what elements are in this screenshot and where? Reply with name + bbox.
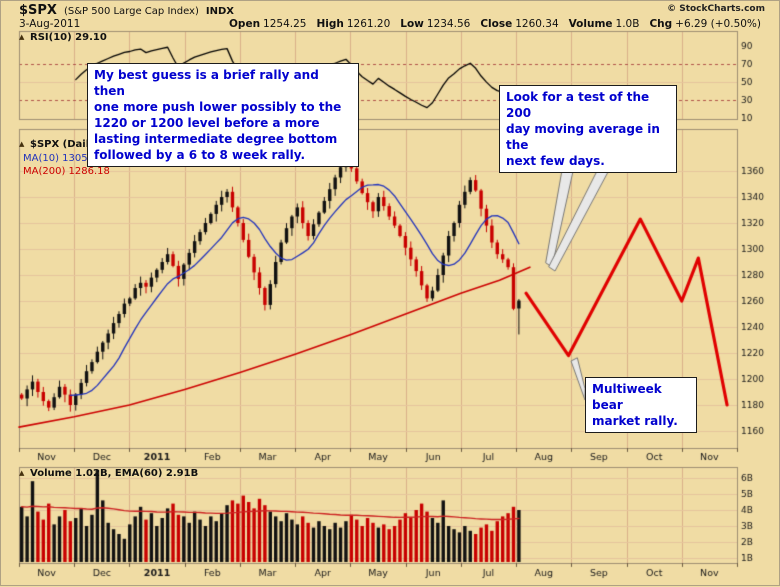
high-value: 1261.20 [346,18,391,30]
close-value: 1260.34 [515,18,559,30]
quote-row: Open 1254.25 High 1261.20 Low 1234.56 Close… [229,18,761,30]
quote-volume: Volume 1.0B [569,18,640,30]
close-label: Close [480,18,513,30]
chg-value: +6.29 (+0.50%) [675,18,762,30]
low-label: Low [400,18,424,30]
volume-label: Volume [568,18,613,30]
quote-low: Low 1234.56 [400,18,470,30]
index-name-label: (S&P 500 Large Cap Index) [63,6,199,17]
copyright-label: © StockCharts.com [667,4,765,14]
chg-label: Chg [649,18,673,30]
high-label: High [316,18,344,30]
volume-value: 1.0B [615,18,640,30]
volume-legend: Volume 1.02B, EMA(60) 2.91B [30,468,199,479]
chart-date: 3-Aug-2011 [19,18,81,30]
ma200-legend: MA(200) 1286.18 [23,166,110,177]
open-label: Open [229,18,261,30]
exchange-label: INDX [205,6,234,17]
chart-header: $SPX (S&P 500 Large Cap Index) INDX [19,3,234,18]
annotation-ma-test: Look for a test of the 200 day moving av… [499,85,677,173]
quote-high: High 1261.20 [316,18,390,30]
price-collapse-icon: ▲ [19,140,25,148]
quote-chg: Chg +6.29 (+0.50%) [649,18,761,30]
volume-collapse-icon: ▲ [19,469,25,477]
quote-close: Close 1260.34 [480,18,558,30]
quote-open: Open 1254.25 [229,18,306,30]
rsi-collapse-icon: ▲ [19,33,25,41]
ma10-legend: MA(10) 1305.74 [23,153,104,164]
annotation-bear-rally: Multiweek bear market rally. [585,377,697,433]
open-value: 1254.25 [263,18,307,30]
rsi-legend: RSI(10) 29.10 [30,32,107,43]
annotation-forecast: My best guess is a brief rally and then … [87,63,359,167]
low-value: 1234.56 [426,18,471,30]
symbol-label: $SPX [19,3,57,18]
